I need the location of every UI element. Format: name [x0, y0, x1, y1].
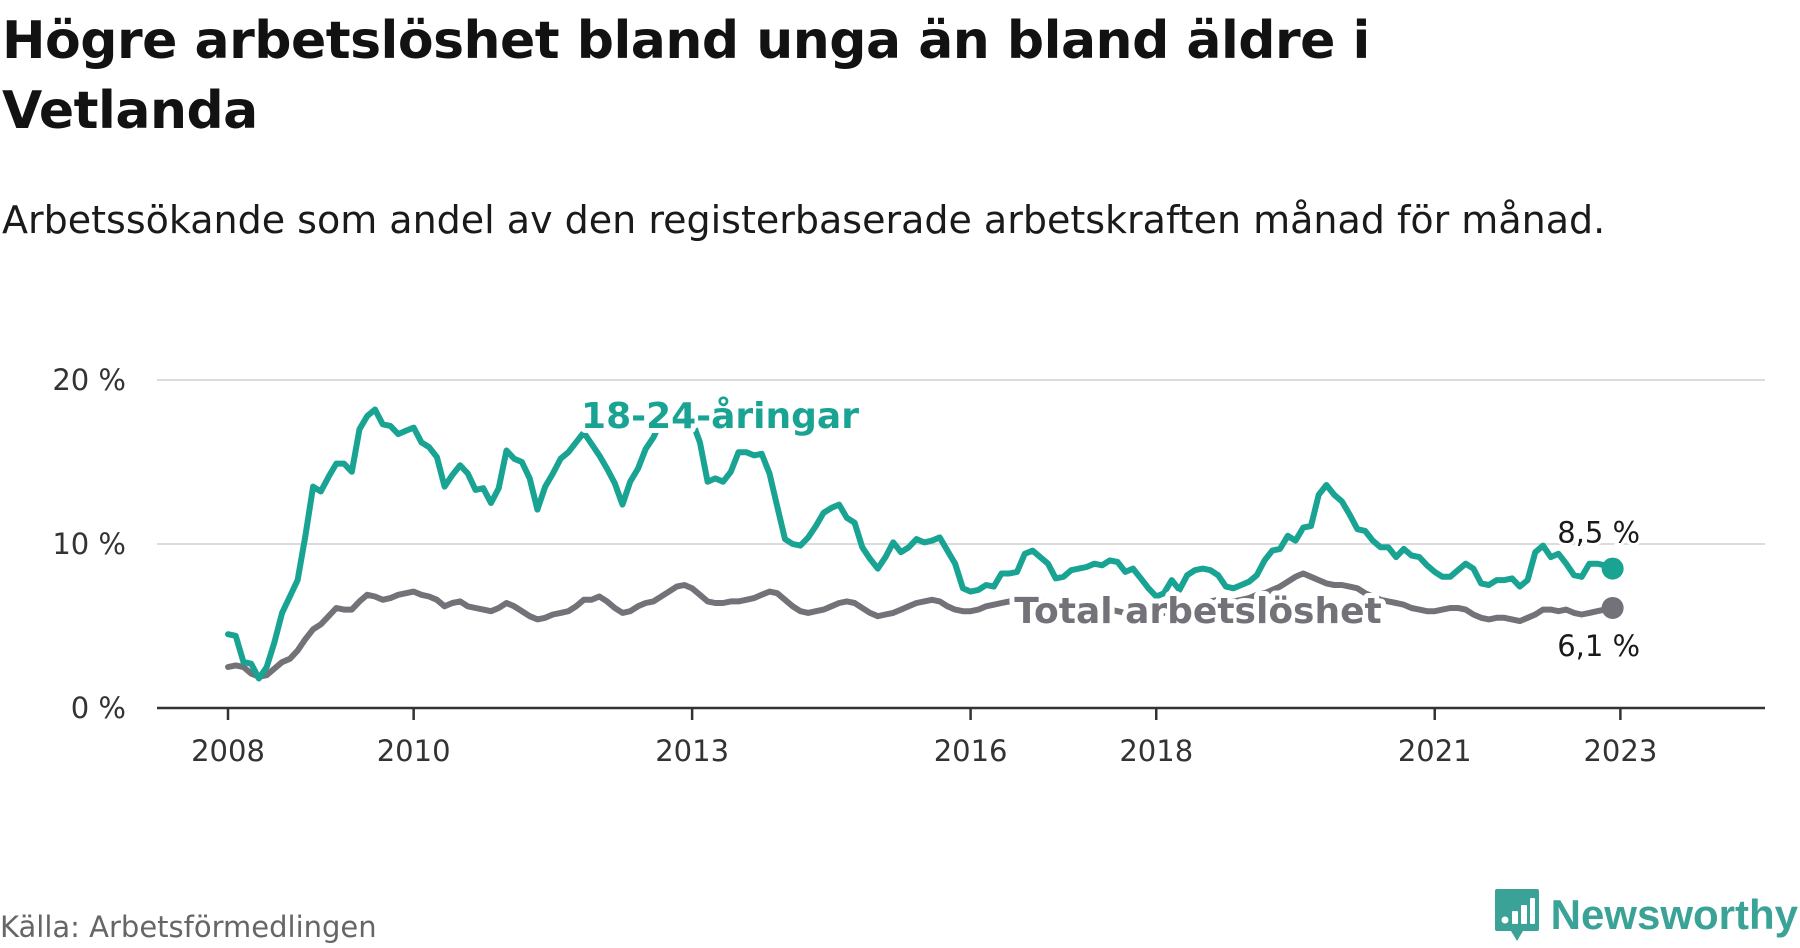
y-tick-label: 10 %	[52, 527, 126, 561]
x-tick-label: 2021	[1398, 734, 1472, 768]
x-tick-label: 2010	[377, 734, 451, 768]
end-point-youth	[1601, 557, 1624, 580]
brand-logo: Newsworthy	[1493, 887, 1798, 943]
chart-title: Högre arbetslöshet bland unga än bland ä…	[2, 11, 1370, 141]
x-tick-label: 2013	[655, 734, 729, 768]
newsworthy-logo-icon	[1494, 889, 1539, 941]
series-lines	[225, 398, 1624, 682]
end-point-total	[1601, 596, 1624, 619]
y-tick-label: 20 %	[52, 363, 126, 397]
brand-name: Newsworthy	[1550, 891, 1798, 938]
series-label-total: Total arbetslöshet	[1014, 591, 1382, 632]
x-tick-label: 2016	[934, 734, 1008, 768]
series-labels: 18-24-åringar Total arbetslöshet 8,5 % 6,1 …	[576, 391, 1643, 666]
series-line-total	[225, 570, 1616, 680]
end-label-total: 6,1 %	[1557, 629, 1640, 663]
gridlines	[157, 379, 1765, 545]
series-line-youth	[225, 398, 1616, 682]
x-tick-label: 2023	[1583, 734, 1657, 768]
chart-subtitle: Arbetssökande som andel av den registerb…	[2, 198, 1606, 242]
end-label-youth: 8,5 %	[1557, 516, 1640, 550]
source-note: Källa: Arbetsförmedlingen	[0, 910, 377, 944]
x-tick-label: 2018	[1119, 734, 1193, 768]
y-tick-label: 0 %	[71, 691, 126, 725]
series-label-youth: 18-24-åringar	[581, 396, 859, 437]
line-chart: 0 %10 %20 %2008 2010 2013 2016 2018 2021 2023 …	[52, 363, 1765, 768]
axes: 0 % 10 % 20 % 2008 2010 2013 2016 2018 2021 2023	[52, 363, 1765, 768]
x-tick-label: 2008	[191, 734, 265, 768]
